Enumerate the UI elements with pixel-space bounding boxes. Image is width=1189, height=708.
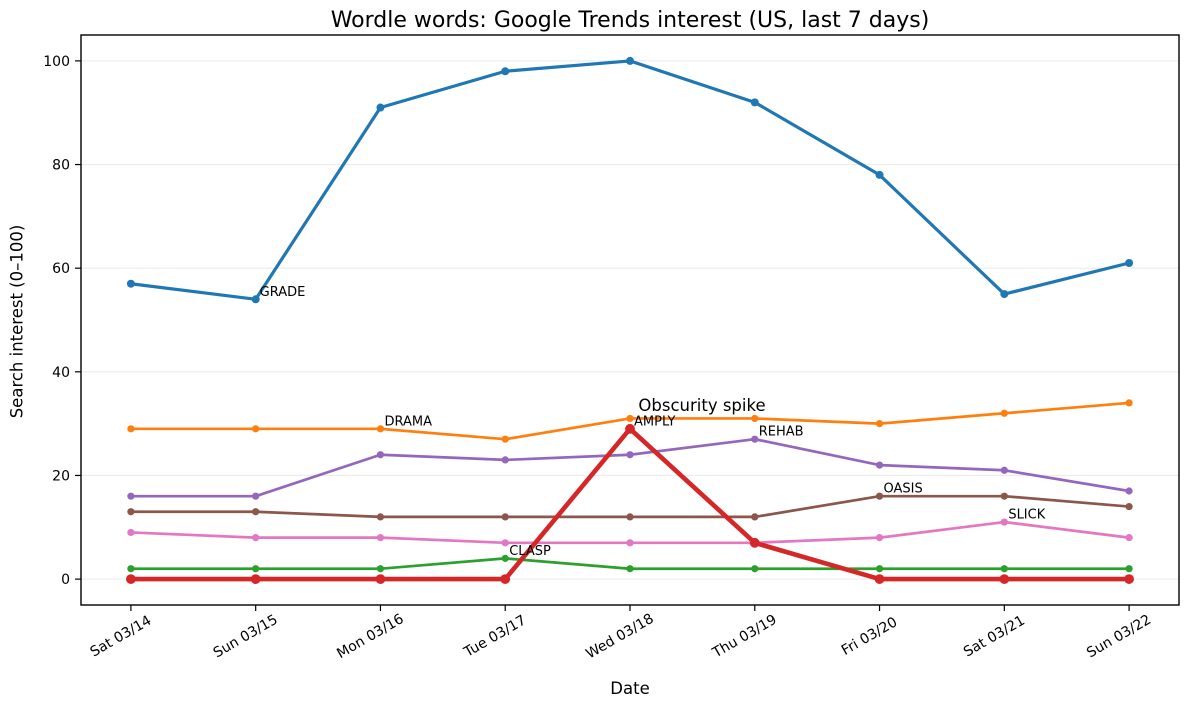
data-point-AMPLY — [375, 574, 386, 584]
data-point-DRAMA — [501, 435, 509, 443]
data-point-REHAB — [252, 492, 260, 500]
series-line-GRADE — [129, 59, 1131, 301]
data-point-REHAB — [875, 461, 884, 469]
x-tick-label: Tue 03/17 — [461, 612, 529, 661]
data-point-CLASP — [252, 565, 260, 573]
data-point-REHAB — [376, 451, 385, 459]
data-point-CLASP — [501, 554, 509, 562]
x-axis-label: Date — [610, 679, 650, 698]
data-point-GRADE — [626, 56, 634, 65]
data-point-REHAB — [127, 492, 135, 500]
y-axis-label: Search interest (0–100) — [7, 224, 27, 419]
y-tick-label: 100 — [43, 54, 70, 70]
data-point-DRAMA — [252, 425, 260, 433]
data-point-GRADE — [251, 295, 260, 304]
chart-title: Wordle words: Google Trends interest (US… — [330, 8, 930, 33]
series-word-label-REHAB: REHAB — [759, 425, 804, 440]
data-point-AMPLY — [126, 574, 136, 584]
data-point-SLICK — [127, 528, 135, 537]
data-point-DRAMA — [376, 425, 385, 433]
data-point-REHAB — [1125, 487, 1133, 495]
x-tick-label: Sat 03/14 — [88, 613, 155, 661]
data-point-OASIS — [252, 508, 260, 516]
y-tick-label: 80 — [52, 158, 70, 174]
data-point-GRADE — [376, 103, 385, 112]
series-line-REHAB — [129, 437, 1131, 498]
data-point-GRADE — [1000, 290, 1009, 299]
data-point-OASIS — [1125, 502, 1133, 511]
data-point-GRADE — [1125, 259, 1134, 267]
data-point-DRAMA — [1125, 399, 1133, 407]
x-tick-label: Wed 03/18 — [583, 611, 656, 663]
series-word-label-SLICK: SLICK — [1008, 508, 1045, 523]
data-point-SLICK — [626, 539, 634, 547]
data-point-DRAMA — [127, 425, 135, 433]
data-point-SLICK — [501, 539, 509, 547]
data-point-CLASP — [376, 565, 385, 573]
data-point-SLICK — [252, 534, 260, 542]
data-point-DRAMA — [626, 414, 634, 423]
data-point-REHAB — [1000, 466, 1008, 474]
data-point-SLICK — [1000, 518, 1008, 526]
y-tick-label: 20 — [52, 468, 70, 484]
data-point-AMPLY — [999, 574, 1010, 584]
y-tick-label: 0 — [61, 572, 70, 588]
data-point-DRAMA — [751, 414, 759, 423]
data-point-GRADE — [875, 170, 884, 179]
data-point-AMPLY — [874, 574, 885, 584]
data-point-AMPLY — [1124, 574, 1134, 584]
data-point-CLASP — [751, 565, 759, 573]
annotation-text: Obscurity spike — [638, 396, 765, 415]
series-word-label-OASIS: OASIS — [884, 482, 923, 497]
x-tick-label: Fri 03/20 — [839, 614, 900, 659]
data-point-REHAB — [751, 435, 759, 443]
data-point-GRADE — [126, 279, 135, 288]
series-word-label-GRADE: GRADE — [260, 285, 306, 300]
data-point-SLICK — [376, 534, 385, 542]
data-point-CLASP — [875, 565, 884, 573]
series-word-label-DRAMA: DRAMA — [384, 414, 432, 429]
data-point-OASIS — [751, 513, 759, 521]
data-point-CLASP — [1125, 565, 1133, 573]
x-tick-label: Sun 03/22 — [1084, 612, 1154, 662]
data-point-REHAB — [626, 451, 634, 459]
data-point-DRAMA — [875, 420, 884, 428]
data-point-AMPLY — [749, 537, 760, 548]
series-word-label-CLASP: CLASP — [509, 544, 551, 559]
data-point-CLASP — [626, 565, 634, 573]
y-tick-label: 60 — [52, 261, 70, 277]
data-point-OASIS — [376, 513, 385, 521]
y-tick-label: 40 — [52, 365, 70, 381]
data-point-REHAB — [501, 456, 509, 464]
data-point-DRAMA — [1000, 409, 1008, 417]
x-tick-label: Sat 03/21 — [961, 613, 1028, 661]
data-point-OASIS — [875, 492, 884, 500]
data-point-GRADE — [750, 98, 759, 107]
series-word-label-AMPLY: AMPLY — [634, 414, 675, 429]
x-tick-label: Sun 03/15 — [211, 612, 281, 662]
data-point-AMPLY — [500, 574, 511, 584]
data-point-OASIS — [127, 508, 135, 516]
data-point-CLASP — [1000, 565, 1008, 573]
x-tick-label: Thu 03/19 — [709, 612, 779, 662]
data-point-OASIS — [626, 513, 634, 521]
x-tick-label: Mon 03/16 — [334, 611, 406, 662]
data-point-OASIS — [501, 513, 509, 521]
data-point-CLASP — [127, 565, 135, 573]
data-point-OASIS — [1000, 492, 1008, 500]
data-point-AMPLY — [625, 423, 635, 434]
data-point-GRADE — [501, 67, 510, 76]
data-point-SLICK — [875, 534, 884, 542]
data-point-SLICK — [1125, 534, 1133, 542]
data-point-AMPLY — [250, 574, 261, 584]
